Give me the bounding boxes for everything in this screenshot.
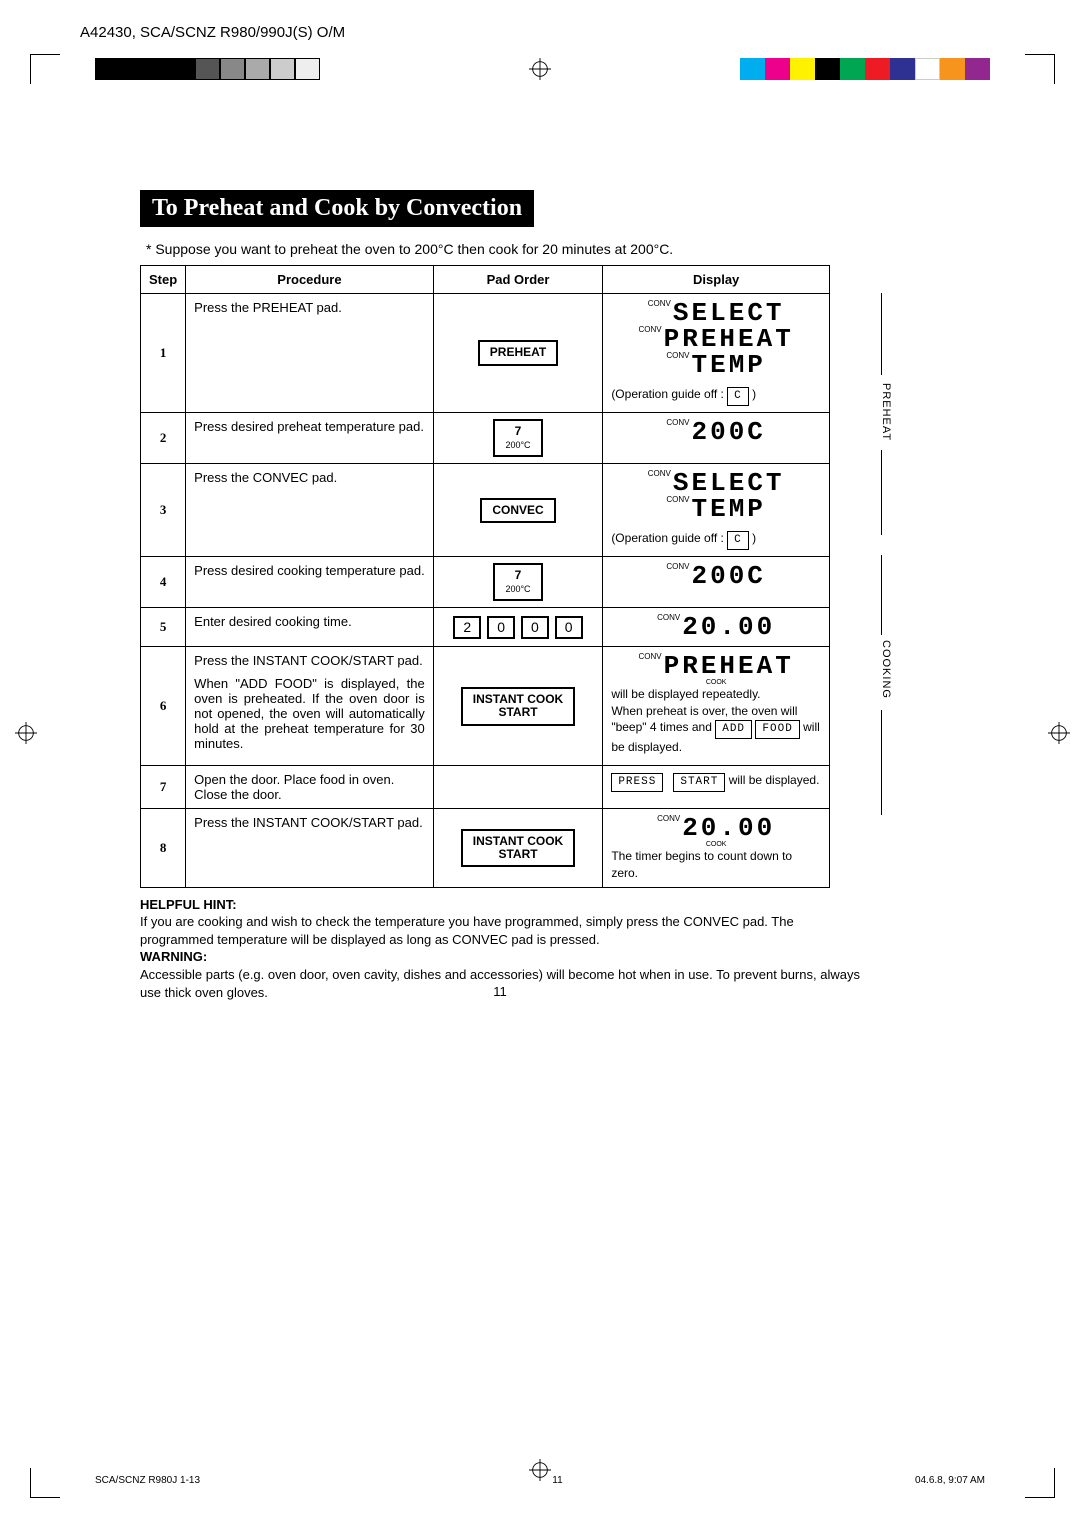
print-footer: SCA/SCNZ R980J 1-13 11 04.6.8, 9:07 AM [95, 1475, 985, 1486]
lcd-display: CONVSELECT [611, 300, 821, 326]
keypad-button: 0 [487, 616, 515, 638]
col-procedure: Procedure [186, 266, 434, 294]
registration-mark-icon [529, 58, 551, 85]
procedure-cell: Open the door. Place food in oven. Close… [186, 766, 434, 809]
crop-mark [30, 54, 60, 84]
procedure-cell: Enter desired cooking time. [186, 608, 434, 647]
procedure-cell: Press the PREHEAT pad. [186, 294, 434, 413]
display-cell: PRESS START will be displayed. [603, 766, 830, 809]
color-calibration-bar [740, 58, 990, 80]
page-header: A42430, SCA/SCNZ R980/990J(S) O/M [80, 24, 345, 41]
display-cell: CONVSELECTCONVPREHEATCONVTEMP(Operation … [603, 294, 830, 413]
step-number: 2 [141, 412, 186, 463]
procedure-cell: Press the INSTANT COOK/START pad.When "A… [186, 647, 434, 766]
keypad-button: CONVEC [480, 498, 555, 523]
side-label-preheat: PREHEAT [880, 383, 892, 441]
table-row: 3Press the CONVEC pad. CONVEC CONVSELECTCO… [141, 464, 830, 557]
footer-right: 04.6.8, 9:07 AM [915, 1475, 985, 1486]
procedure-cell: Press the INSTANT COOK/START pad. [186, 809, 434, 887]
procedure-cell: Press the CONVEC pad. [186, 464, 434, 557]
display-cell: CONV200C [603, 412, 830, 463]
step-number: 3 [141, 464, 186, 557]
lcd-display: CONVSELECT [611, 470, 821, 496]
lcd-display: CONV200C [611, 563, 821, 589]
col-pad-order: Pad Order [433, 266, 603, 294]
step-number: 5 [141, 608, 186, 647]
keypad-button: 7200°C [493, 419, 542, 457]
pad-order-cell: 2000 [433, 608, 603, 647]
display-cell: CONVSELECTCONVTEMP(Operation guide off :… [603, 464, 830, 557]
pad-order-cell: PREHEAT [433, 294, 603, 413]
display-cell: CONVPREHEATCOOKwill be displayed repeate… [603, 647, 830, 766]
lcd-display: CONVPREHEAT [611, 653, 821, 679]
procedure-cell: Press desired preheat temperature pad. [186, 412, 434, 463]
registration-mark-icon [15, 722, 37, 749]
grayscale-calibration-bar [95, 58, 320, 80]
table-row: 7Open the door. Place food in oven. Clos… [141, 766, 830, 809]
step-number: 6 [141, 647, 186, 766]
pad-order-cell [433, 766, 603, 809]
crop-mark [30, 1468, 60, 1498]
pad-order-cell: INSTANT COOKSTART [433, 809, 603, 887]
col-display: Display [603, 266, 830, 294]
intro-text: * Suppose you want to preheat the oven t… [146, 241, 860, 257]
display-cell: CONV200C [603, 557, 830, 608]
display-cell: CONV20.00COOKThe timer begins to count d… [603, 809, 830, 887]
step-number: 1 [141, 294, 186, 413]
pad-order-cell: 7200°C [433, 412, 603, 463]
steps-table: Step Procedure Pad Order Display 1Press … [140, 265, 830, 888]
table-row: 4Press desired cooking temperature pad. 7… [141, 557, 830, 608]
footer-center: 11 [552, 1475, 562, 1486]
side-bracket [881, 450, 882, 535]
table-header-row: Step Procedure Pad Order Display [141, 266, 830, 294]
keypad-button: INSTANT COOKSTART [461, 687, 575, 725]
page-content: To Preheat and Cook by Convection * Supp… [140, 190, 860, 1001]
step-number: 4 [141, 557, 186, 608]
keypad-button: 7200°C [493, 563, 542, 601]
pad-order-cell: 7200°C [433, 557, 603, 608]
step-number: 8 [141, 809, 186, 887]
side-bracket [881, 293, 882, 375]
pad-order-cell: INSTANT COOKSTART [433, 647, 603, 766]
table-row: 2Press desired preheat temperature pad. 7… [141, 412, 830, 463]
keypad-button: 0 [555, 616, 583, 638]
registration-mark-icon [1048, 722, 1070, 749]
side-bracket [881, 710, 882, 815]
keypad-button: PREHEAT [478, 340, 558, 365]
display-cell: CONV20.00 [603, 608, 830, 647]
warning-label: WARNING: [140, 949, 207, 964]
table-row: 8Press the INSTANT COOK/START pad. INSTAN… [141, 809, 830, 887]
procedure-cell: Press desired cooking temperature pad. [186, 557, 434, 608]
section-title: To Preheat and Cook by Convection [140, 190, 534, 227]
step-number: 7 [141, 766, 186, 809]
footer-left: SCA/SCNZ R980J 1-13 [95, 1475, 200, 1486]
lcd-display: CONV200C [611, 419, 821, 445]
table-row: 5Enter desired cooking time.2000CONV20.0… [141, 608, 830, 647]
lcd-display: CONV20.00 [611, 614, 821, 640]
table-row: 1Press the PREHEAT pad. PREHEAT CONVSELECT… [141, 294, 830, 413]
hint-text: If you are cooking and wish to check the… [140, 914, 794, 947]
table-row: 6Press the INSTANT COOK/START pad.When "… [141, 647, 830, 766]
side-label-cooking: COOKING [880, 640, 892, 699]
side-bracket [881, 555, 882, 635]
crop-mark [1025, 54, 1055, 84]
keypad-button: 0 [521, 616, 549, 638]
pad-order-cell: CONVEC [433, 464, 603, 557]
keypad-button: INSTANT COOKSTART [461, 829, 575, 867]
col-step: Step [141, 266, 186, 294]
lcd-display: CONVTEMP [611, 496, 821, 522]
lcd-display: CONVPREHEAT [611, 326, 821, 352]
lcd-display: CONV20.00 [611, 815, 821, 841]
lcd-display: CONVTEMP [611, 352, 821, 378]
keypad-button: 2 [453, 616, 481, 638]
crop-mark [1025, 1468, 1055, 1498]
hint-label: HELPFUL HINT: [140, 897, 237, 912]
page-number: 11 [493, 984, 507, 999]
